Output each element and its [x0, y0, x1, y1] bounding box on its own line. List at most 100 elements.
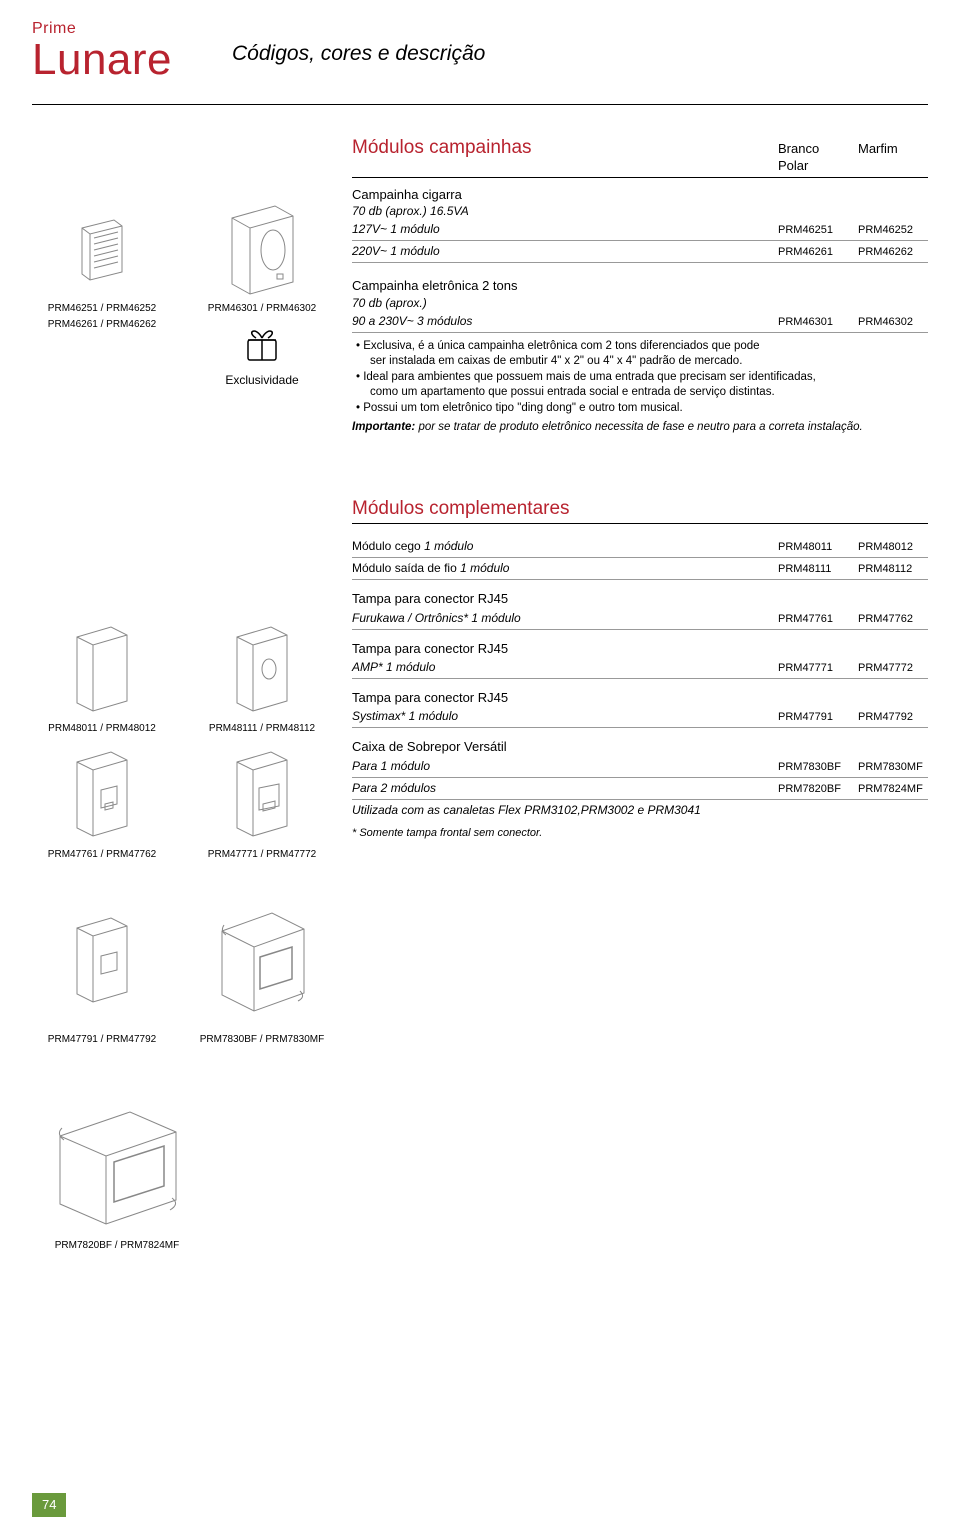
thumb-caixa2: PRM7820BF / PRM7824MF [32, 1097, 202, 1253]
table-row: AMP* 1 módulo PRM47771 PRM47772 [352, 657, 928, 679]
thumb-modcego: PRM48011 / PRM48012 [32, 620, 172, 736]
table-row: Para 2 módulos PRM7820BF PRM7824MF [352, 778, 928, 800]
row-ital: 1 módulo [460, 561, 509, 575]
code-branco: PRM47771 [778, 661, 858, 676]
footnote: * Somente tampa frontal sem conector. [352, 826, 928, 841]
thumb-rj45-c: PRM47791 / PRM47792 [32, 891, 172, 1047]
brand-block: Prime Lunare [32, 18, 172, 82]
important-text: por se tratar de produto eletrônico nece… [415, 421, 863, 433]
eletronica-icon [217, 200, 307, 300]
code-branco: PRM48011 [778, 540, 858, 555]
code-marfim: PRM46302 [858, 315, 928, 330]
table-row: 220V~ 1 módulo PRM46261 PRM46262 [352, 241, 928, 263]
code-marfim: PRM46262 [858, 245, 928, 260]
module-icon [227, 748, 297, 843]
code-marfim: PRM47762 [858, 612, 928, 627]
code-marfim: PRM48112 [858, 562, 928, 577]
code-marfim: PRM46252 [858, 223, 928, 238]
module-icon [67, 623, 137, 718]
group-sub: 70 db (aprox.) 16.5VA [352, 203, 928, 219]
important-label: Importante: [352, 421, 415, 433]
section-campainhas: Módulos campainhas Branco Polar Marfim C… [352, 135, 928, 436]
table-row: Módulo cego 1 módulo PRM48011 PRM48012 [352, 536, 928, 558]
row-note: Utilizada com as canaletas Flex PRM3102,… [352, 802, 928, 818]
box-icon [42, 1102, 192, 1232]
code-marfim: PRM47772 [858, 661, 928, 676]
notes-block: • Exclusiva, é a única campainha eletrôn… [352, 339, 928, 417]
page-header: Prime Lunare Códigos, cores e descrição [32, 18, 928, 82]
group-title: Tampa para conector RJ45 [352, 640, 928, 658]
row-label: Furukawa / Ortrônics* 1 módulo [352, 610, 778, 626]
row-label: 127V~ 1 módulo [352, 221, 778, 237]
subtitle: Códigos, cores e descrição [232, 40, 485, 68]
row-label: Para 1 módulo [352, 758, 778, 774]
module-icon [227, 623, 297, 718]
code-branco: PRM46261 [778, 245, 858, 260]
code-marfim: PRM48012 [858, 540, 928, 555]
code-branco: PRM48111 [778, 562, 858, 577]
table-row: 127V~ 1 módulo PRM46251 PRM46252 [352, 219, 928, 241]
box-icon [202, 901, 322, 1021]
code-branco: PRM7820BF [778, 782, 858, 797]
thumb-label: PRM47761 / PRM47762 [32, 848, 172, 862]
note-line: • Exclusiva, é a única campainha eletrôn… [352, 339, 928, 355]
col-header-text: Polar [778, 157, 858, 175]
gift-icon [242, 324, 282, 364]
col-header-text: Branco [778, 140, 858, 158]
table-row: Furukawa / Ortrônics* 1 módulo PRM47761 … [352, 608, 928, 630]
section-title: Módulos campainhas [352, 135, 778, 161]
code-branco: PRM47791 [778, 710, 858, 725]
col-header-branco: Branco Polar [778, 140, 858, 175]
note-line: • Ideal para ambientes que possuem mais … [352, 370, 928, 386]
thumb-label: PRM48011 / PRM48012 [32, 722, 172, 736]
module-icon [67, 914, 137, 1009]
note-line: como um apartamento que possui entrada s… [352, 385, 928, 401]
section-complementares: Módulos complementares Módulo cego 1 mód… [352, 496, 928, 841]
table-row: Módulo saída de fio 1 módulo PRM48111 PR… [352, 558, 928, 580]
thumbnail-column-1: PRM46251 / PRM46252 PRM46261 / PRM46262 … [32, 200, 332, 388]
divider [32, 104, 928, 105]
row-text: Módulo saída de fio [352, 561, 457, 575]
note-line: ser instalada em caixas de embutir 4" x … [352, 354, 928, 370]
code-marfim: PRM7830MF [858, 760, 928, 775]
row-label: 220V~ 1 módulo [352, 243, 778, 259]
thumb-label: PRM7820BF / PRM7824MF [32, 1239, 202, 1253]
group-sub: 70 db (aprox.) [352, 295, 928, 311]
module-icon [67, 748, 137, 843]
important-note: Importante: por se tratar de produto ele… [352, 420, 928, 436]
code-branco: PRM47761 [778, 612, 858, 627]
thumb-label: PRM47771 / PRM47772 [192, 848, 332, 862]
thumb-rj45-a: PRM47761 / PRM47762 [32, 746, 172, 862]
thumb-label: PRM46301 / PRM46302 [192, 302, 332, 316]
thumb-rj45-b: PRM47771 / PRM47772 [192, 746, 332, 862]
thumb-saidafio: PRM48111 / PRM48112 [192, 620, 332, 736]
group-title: Tampa para conector RJ45 [352, 689, 928, 707]
table-row: Para 1 módulo PRM7830BF PRM7830MF [352, 756, 928, 778]
cigarra-icon [62, 210, 142, 290]
table-row: Utilizada com as canaletas Flex PRM3102,… [352, 800, 928, 820]
row-label: 90 a 230V~ 3 módulos [352, 313, 778, 329]
row-label: Módulo saída de fio 1 módulo [352, 560, 778, 576]
row-label: Módulo cego 1 módulo [352, 538, 778, 554]
code-branco: PRM7830BF [778, 760, 858, 775]
thumb-eletronica: PRM46301 / PRM46302 Exclusividade [192, 200, 332, 388]
row-ital: 1 módulo [424, 539, 473, 553]
table-row: Systimax* 1 módulo PRM47791 PRM47792 [352, 706, 928, 728]
note-line: • Possui um tom eletrônico tipo "ding do… [352, 401, 928, 417]
group-title: Campainha eletrônica 2 tons [352, 277, 928, 295]
section-header-row: Módulos campainhas Branco Polar Marfim [352, 135, 928, 178]
thumbnail-column-2: PRM48011 / PRM48012 PRM48111 / PRM48112 [32, 620, 332, 1252]
exclusividade-label: Exclusividade [192, 372, 332, 388]
thumb-cigarra: PRM46251 / PRM46252 PRM46261 / PRM46262 [32, 200, 172, 388]
row-label: Para 2 módulos [352, 780, 778, 796]
group-title: Caixa de Sobrepor Versátil [352, 738, 928, 756]
table-row: 90 a 230V~ 3 módulos PRM46301 PRM46302 [352, 311, 928, 333]
row-label: AMP* 1 módulo [352, 659, 778, 675]
row-text: Módulo cego [352, 539, 421, 553]
thumb-label: PRM47791 / PRM47792 [32, 1033, 172, 1047]
thumb-label: PRM46261 / PRM46262 [32, 318, 172, 332]
code-marfim: PRM7824MF [858, 782, 928, 797]
thumb-label: PRM46251 / PRM46252 [32, 302, 172, 316]
thumb-label: PRM7830BF / PRM7830MF [192, 1033, 332, 1047]
thumb-caixa1: PRM7830BF / PRM7830MF [192, 891, 332, 1047]
